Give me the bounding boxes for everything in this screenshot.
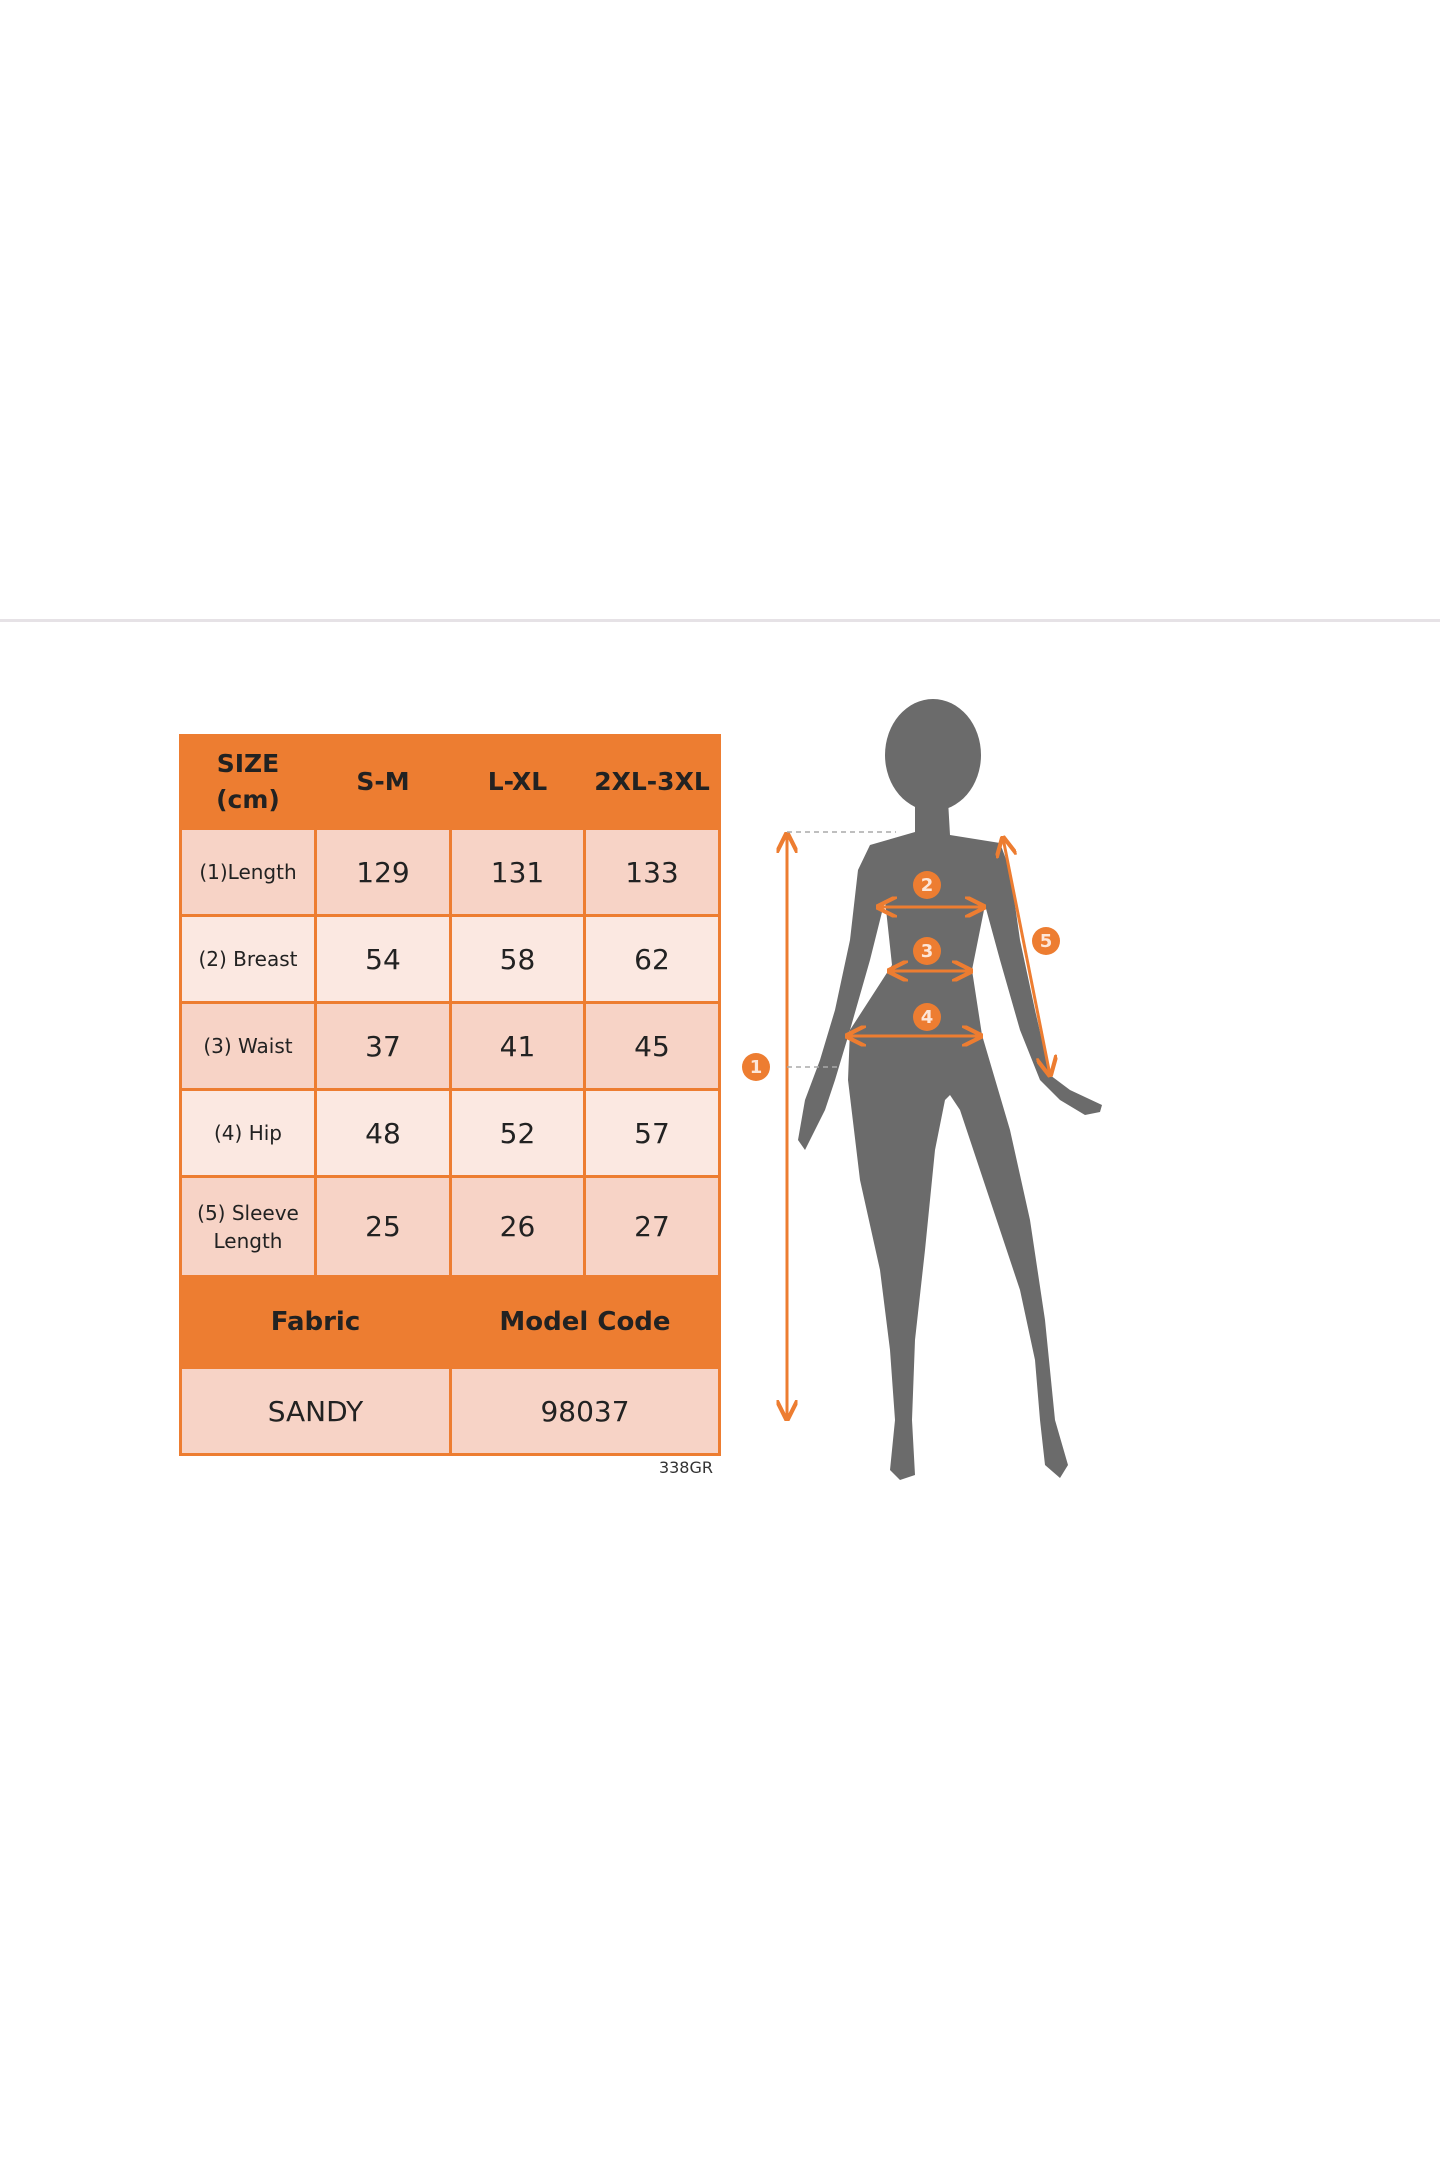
row-label: (2) Breast: [179, 914, 317, 1004]
column-header: L-XL: [449, 734, 586, 830]
row-label: (5) Sleeve Length: [179, 1175, 317, 1278]
cell: 52: [449, 1088, 586, 1178]
cell: 129: [314, 827, 452, 917]
unit-label: (cm): [216, 785, 280, 814]
size-header-cell: SIZE (cm): [179, 734, 317, 830]
cell: 41: [449, 1001, 586, 1091]
marker-2: 2: [913, 871, 941, 899]
size-chart-table: SIZE (cm) S-M L-XL 2XL-3XL (1)Length 129 …: [179, 734, 721, 1456]
table-row: (5) Sleeve Length 25 26 27: [179, 1175, 721, 1278]
cell: 37: [314, 1001, 452, 1091]
svg-text:5: 5: [1040, 931, 1053, 952]
cell: 25: [314, 1175, 452, 1278]
model-code-header: Model Code: [449, 1275, 721, 1369]
table-row: (3) Waist 37 41 45: [179, 1001, 721, 1091]
row-label-line: (5) Sleeve: [197, 1200, 299, 1225]
section-divider: [0, 619, 1440, 622]
cell: 27: [583, 1175, 721, 1278]
svg-text:1: 1: [750, 1057, 763, 1078]
column-header: S-M: [314, 734, 452, 830]
cell: 26: [449, 1175, 586, 1278]
row-label-line: Length: [213, 1228, 283, 1253]
cell: 133: [583, 827, 721, 917]
model-code-value: 98037: [449, 1366, 721, 1456]
cell: 54: [314, 914, 452, 1004]
fabric-value: SANDY: [179, 1366, 452, 1456]
table-row: (2) Breast 54 58 62: [179, 914, 721, 1004]
fabric-header-row: Fabric Model Code: [179, 1275, 721, 1369]
size-label: SIZE: [216, 749, 280, 778]
cell: 48: [314, 1088, 452, 1178]
table-row: (1)Length 129 131 133: [179, 827, 721, 917]
marker-1: 1: [742, 1053, 770, 1081]
table-header-row: SIZE (cm) S-M L-XL 2XL-3XL: [179, 734, 721, 830]
table-row: (4) Hip 48 52 57: [179, 1088, 721, 1178]
svg-text:2: 2: [921, 875, 934, 896]
cell: 57: [583, 1088, 721, 1178]
cell: 62: [583, 914, 721, 1004]
svg-text:4: 4: [921, 1007, 934, 1028]
column-header: 2XL-3XL: [583, 734, 721, 830]
image-code: 338GR: [658, 1458, 713, 1477]
fabric-header: Fabric: [179, 1275, 452, 1369]
cell: 131: [449, 827, 586, 917]
marker-5: 5: [1032, 927, 1060, 955]
cell: 45: [583, 1001, 721, 1091]
row-label: (1)Length: [179, 827, 317, 917]
sleeve-arrow: [1003, 838, 1050, 1075]
row-label: (4) Hip: [179, 1088, 317, 1178]
marker-3: 3: [913, 937, 941, 965]
fabric-value-row: SANDY 98037: [179, 1366, 721, 1456]
cell: 58: [449, 914, 586, 1004]
marker-4: 4: [913, 1003, 941, 1031]
female-silhouette: [798, 699, 1102, 1480]
row-label: (3) Waist: [179, 1001, 317, 1091]
svg-text:3: 3: [921, 941, 934, 962]
